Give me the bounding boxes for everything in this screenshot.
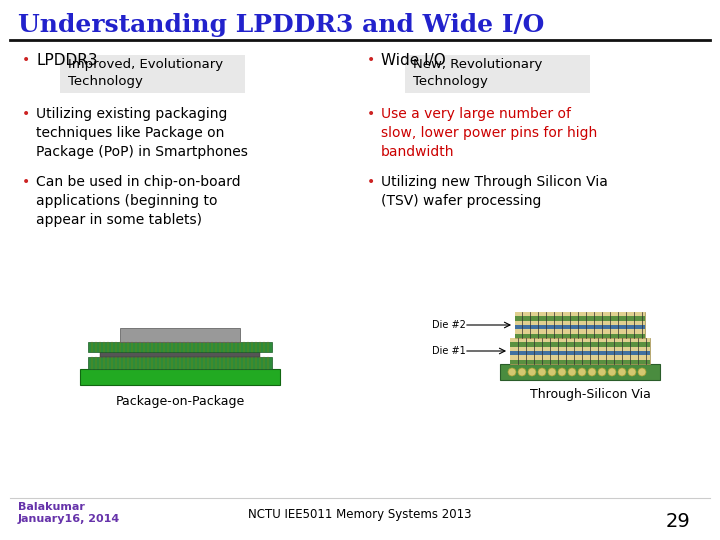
Text: NCTU IEE5011 Memory Systems 2013: NCTU IEE5011 Memory Systems 2013 xyxy=(248,508,472,521)
Bar xyxy=(515,325,645,329)
Text: Through-Silicon Via: Through-Silicon Via xyxy=(530,388,650,401)
Bar xyxy=(60,55,245,93)
Text: •: • xyxy=(367,175,375,189)
Circle shape xyxy=(518,368,526,376)
Circle shape xyxy=(618,368,626,376)
Bar xyxy=(88,357,272,369)
Circle shape xyxy=(578,368,586,376)
Text: Can be used in chip-on-board
applications (beginning to
appear in some tablets): Can be used in chip-on-board application… xyxy=(36,175,240,227)
Circle shape xyxy=(548,368,556,376)
Circle shape xyxy=(628,368,636,376)
Bar xyxy=(515,312,645,338)
Text: Package-on-Package: Package-on-Package xyxy=(115,395,245,408)
Circle shape xyxy=(538,368,546,376)
Bar xyxy=(120,328,240,342)
Bar xyxy=(100,352,260,357)
Bar xyxy=(515,334,645,338)
Bar xyxy=(515,329,645,334)
Text: Improved, Evolutionary
Technology: Improved, Evolutionary Technology xyxy=(68,58,223,88)
Text: Wide I/O: Wide I/O xyxy=(381,53,446,68)
Bar xyxy=(80,369,280,385)
Bar xyxy=(88,342,272,352)
Bar xyxy=(510,351,650,355)
Circle shape xyxy=(558,368,566,376)
Text: Understanding LPDDR3 and Wide I/O: Understanding LPDDR3 and Wide I/O xyxy=(18,13,544,37)
Bar xyxy=(515,321,645,325)
Text: Die #1: Die #1 xyxy=(432,346,466,356)
Circle shape xyxy=(638,368,646,376)
Text: Die #2: Die #2 xyxy=(432,320,466,330)
Circle shape xyxy=(528,368,536,376)
Text: •: • xyxy=(367,107,375,121)
Text: New, Revolutionary
Technology: New, Revolutionary Technology xyxy=(413,58,542,88)
Text: January16, 2014: January16, 2014 xyxy=(18,514,120,524)
Circle shape xyxy=(568,368,576,376)
Text: •: • xyxy=(22,107,30,121)
Text: •: • xyxy=(367,53,375,67)
Bar xyxy=(510,360,650,364)
Bar xyxy=(510,338,650,364)
Bar xyxy=(500,364,660,380)
Text: Utilizing existing packaging
techniques like Package on
Package (PoP) in Smartph: Utilizing existing packaging techniques … xyxy=(36,107,248,159)
Text: Balakumar: Balakumar xyxy=(18,502,85,512)
Bar xyxy=(510,355,650,360)
Bar xyxy=(510,342,650,347)
Bar xyxy=(510,338,650,342)
Bar xyxy=(515,312,645,316)
Text: Use a very large number of
slow, lower power pins for high
bandwidth: Use a very large number of slow, lower p… xyxy=(381,107,598,159)
Text: LPDDR3: LPDDR3 xyxy=(36,53,98,68)
Circle shape xyxy=(598,368,606,376)
Circle shape xyxy=(608,368,616,376)
Circle shape xyxy=(588,368,596,376)
Text: 29: 29 xyxy=(665,512,690,531)
Text: Utilizing new Through Silicon Via
(TSV) wafer processing: Utilizing new Through Silicon Via (TSV) … xyxy=(381,175,608,208)
Text: •: • xyxy=(22,53,30,67)
Circle shape xyxy=(508,368,516,376)
Bar xyxy=(405,55,590,93)
Text: •: • xyxy=(22,175,30,189)
Bar xyxy=(515,316,645,321)
Bar xyxy=(510,347,650,351)
